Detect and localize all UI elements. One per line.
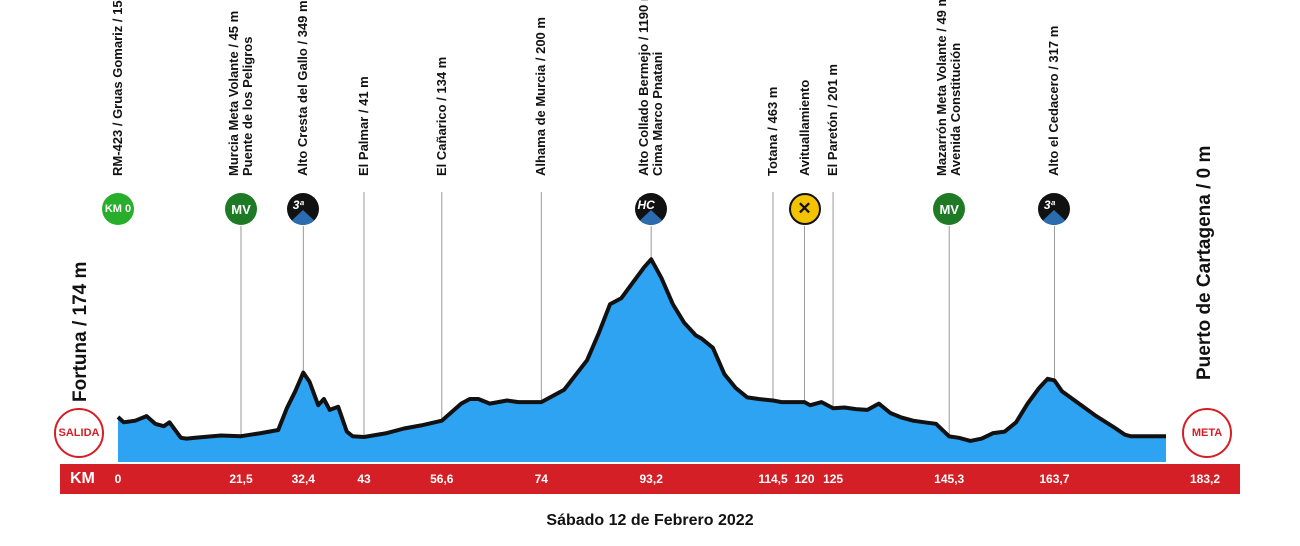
feed-zone-icon: ✕ <box>788 193 821 225</box>
mountain-shape <box>1038 210 1071 225</box>
waypoint-label-line: Alto el Cedacero / 317 m <box>1046 25 1062 176</box>
waypoint-label-line: Alto Cresta del Gallo / 349 m <box>295 0 311 176</box>
waypoint-label: Murcia Meta Volante / 45 m Puente de los … <box>226 10 255 176</box>
km-tick-label: 0 <box>114 472 122 486</box>
stage-date: Sábado 12 de Febrero 2022 <box>546 512 754 529</box>
mountain-category-3-icon: 3ª <box>287 193 320 225</box>
badge-text: MV <box>231 201 251 217</box>
start-badge: SALIDA <box>54 408 104 458</box>
waypoint-label: Alhama de Murcia / 200 m <box>533 17 549 176</box>
elevation-area <box>118 259 1166 462</box>
waypoint-label-line: Totana / 463 m <box>765 86 780 176</box>
km-tick-label: 120 <box>794 472 815 486</box>
start-label: Fortuna / 174 m <box>70 261 91 402</box>
waypoint-label-line: Cima Marco Pnatani <box>650 51 666 176</box>
badge-text: KM 0 <box>104 203 132 215</box>
km-tick-label: 74 <box>534 472 548 486</box>
badge-text: MV <box>939 201 959 217</box>
waypoint-label-line: Avituallamiento <box>796 79 812 176</box>
badge-text: ✕ <box>797 199 812 218</box>
intermediate-sprint-icon: MV <box>225 193 257 225</box>
climb-category: 3ª <box>1043 197 1055 212</box>
finish-badge: META <box>1182 408 1232 458</box>
waypoint-label-line: RM-423 / Gruas Gomariz / 154 m <box>110 0 125 176</box>
waypoint-label-line: Alhama de Murcia / 200 m <box>533 17 549 176</box>
km-tick-label: 145,3 <box>934 472 965 486</box>
elevation-line <box>116 257 1166 443</box>
mountain-hors-categorie-icon: HC <box>635 193 668 225</box>
waypoint-label-line: Murcia Meta Volante / 45 m <box>226 10 241 176</box>
climb-category: 3ª <box>292 197 304 212</box>
waypoint-label: El Palmar / 41 m <box>356 76 371 176</box>
waypoint-label-line: Puente de los Peligros <box>240 36 255 176</box>
km-tick-label: 56,6 <box>430 472 454 486</box>
mountain-shape <box>635 210 668 225</box>
waypoint-label-line: El Cañarico / 134 m <box>433 56 449 176</box>
km-tick-label: 125 <box>823 472 844 486</box>
km-tick-label: 43 <box>357 472 371 486</box>
km-tick-label: 163,7 <box>1039 472 1070 486</box>
waypoint-label-line: El Palmar / 41 m <box>356 76 371 176</box>
km-tick-label: 21,5 <box>229 472 253 486</box>
waypoint-label-line: Avenida Constitución <box>948 42 964 176</box>
intermediate-sprint-icon: MV <box>933 193 966 225</box>
km-tick-label: 32,4 <box>291 472 315 486</box>
waypoint-label-line: El Paretón / 201 m <box>825 64 841 176</box>
waypoint-label: Alto el Cedacero / 317 m <box>1046 25 1062 176</box>
mountain-shape <box>287 210 320 225</box>
km-axis-bar <box>60 464 1240 494</box>
waypoint-label: El Paretón / 201 m <box>825 64 841 176</box>
waypoint-label: Totana / 463 m <box>765 86 780 176</box>
climb-category: HC <box>637 197 655 212</box>
flag-icon: KM 0 <box>102 193 134 225</box>
km-tick-label: 183,2 <box>1189 472 1221 486</box>
waypoint-label: Alto Collado Bermejo / 1190 m Cima Marco … <box>636 0 666 176</box>
waypoint-label: Avituallamiento <box>796 79 812 176</box>
km-tick-label: 114,5 <box>758 472 788 486</box>
finish-label: Puerto de Cartagena / 0 m <box>1194 145 1215 380</box>
km-axis-title: KM <box>70 470 95 487</box>
mountain-category-3-icon: 3ª <box>1038 193 1071 225</box>
waypoint-label: RM-423 / Gruas Gomariz / 154 m <box>110 0 125 176</box>
waypoint-label: Mazarrón Meta Volante / 49 m Avenida Cons… <box>934 0 964 176</box>
waypoint-label: Alto Cresta del Gallo / 349 m <box>295 0 311 176</box>
km-tick-label: 93,2 <box>639 472 663 486</box>
waypoint-label: El Cañarico / 134 m <box>433 56 449 176</box>
